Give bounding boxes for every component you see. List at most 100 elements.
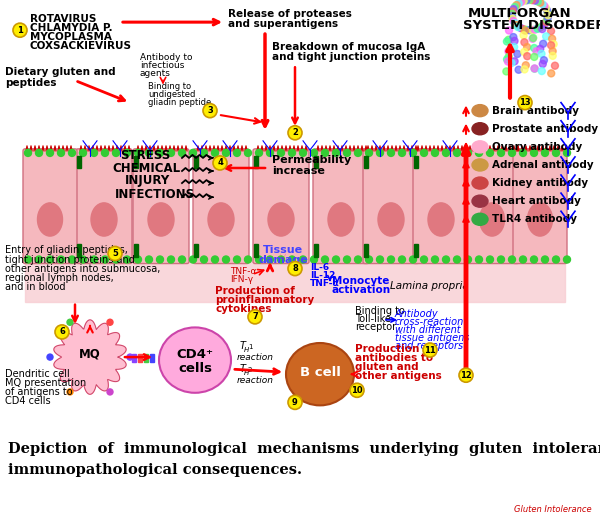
Circle shape xyxy=(520,149,527,156)
Circle shape xyxy=(179,256,185,263)
Circle shape xyxy=(421,256,427,263)
Circle shape xyxy=(529,35,536,42)
Circle shape xyxy=(511,58,518,65)
Circle shape xyxy=(190,149,197,156)
Circle shape xyxy=(517,25,524,32)
Circle shape xyxy=(532,0,539,4)
Text: 11: 11 xyxy=(424,346,436,354)
Bar xyxy=(194,156,198,168)
Circle shape xyxy=(35,256,43,263)
Text: cytokines: cytokines xyxy=(215,304,271,314)
Circle shape xyxy=(505,58,511,65)
Text: receptor: receptor xyxy=(355,322,396,332)
Circle shape xyxy=(288,395,302,409)
Circle shape xyxy=(513,2,520,9)
Text: MYCOPLASMA: MYCOPLASMA xyxy=(30,32,112,42)
Circle shape xyxy=(539,40,547,47)
Text: of antigens to: of antigens to xyxy=(5,387,73,397)
Circle shape xyxy=(531,53,538,61)
Circle shape xyxy=(179,149,185,156)
Circle shape xyxy=(311,149,317,156)
Text: CHEMICAL: CHEMICAL xyxy=(112,162,180,175)
Text: H: H xyxy=(244,347,249,353)
Circle shape xyxy=(521,27,529,34)
Circle shape xyxy=(532,26,539,33)
Text: ROTAVIRUS: ROTAVIRUS xyxy=(30,14,97,24)
Text: INFECTIONS: INFECTIONS xyxy=(115,188,195,201)
Text: Breakdown of mucosa IgA: Breakdown of mucosa IgA xyxy=(272,42,425,52)
Circle shape xyxy=(167,256,175,263)
Circle shape xyxy=(539,22,546,30)
Bar xyxy=(134,156,138,168)
Bar xyxy=(364,244,368,256)
Text: undigested: undigested xyxy=(148,90,196,98)
Circle shape xyxy=(541,21,548,27)
Circle shape xyxy=(47,256,53,263)
Circle shape xyxy=(299,149,307,156)
Text: TNF-α: TNF-α xyxy=(230,267,257,276)
Circle shape xyxy=(91,256,97,263)
Circle shape xyxy=(509,10,515,18)
Circle shape xyxy=(563,149,571,156)
Circle shape xyxy=(409,256,416,263)
Text: tissue antigens: tissue antigens xyxy=(395,333,469,343)
Circle shape xyxy=(476,256,482,263)
Text: Heart antibody: Heart antibody xyxy=(492,196,581,206)
Circle shape xyxy=(464,149,472,156)
Text: damage: damage xyxy=(258,254,308,265)
Text: infectious: infectious xyxy=(140,62,184,70)
FancyBboxPatch shape xyxy=(363,149,419,264)
Circle shape xyxy=(464,256,472,263)
Text: Tissue: Tissue xyxy=(263,246,303,255)
Circle shape xyxy=(223,149,229,156)
Text: and in blood: and in blood xyxy=(5,282,65,292)
Circle shape xyxy=(534,0,541,5)
Circle shape xyxy=(539,25,546,33)
Text: other antigens: other antigens xyxy=(355,371,442,381)
Text: COXSACKIEVIRUS: COXSACKIEVIRUS xyxy=(30,41,132,51)
Circle shape xyxy=(530,149,538,156)
Text: increase: increase xyxy=(272,166,325,176)
Circle shape xyxy=(91,149,97,156)
Circle shape xyxy=(299,256,307,263)
Text: regional lymph nodes,: regional lymph nodes, xyxy=(5,272,114,283)
Circle shape xyxy=(523,26,530,33)
Circle shape xyxy=(517,0,524,6)
FancyBboxPatch shape xyxy=(313,149,369,264)
Text: and tight junction proteins: and tight junction proteins xyxy=(272,52,430,62)
Circle shape xyxy=(398,256,406,263)
Circle shape xyxy=(509,256,515,263)
Text: 8: 8 xyxy=(292,264,298,273)
Text: MQ presentation: MQ presentation xyxy=(5,378,86,388)
Circle shape xyxy=(530,45,538,52)
Text: 5: 5 xyxy=(112,249,118,258)
Text: SYSTEM DISORDER: SYSTEM DISORDER xyxy=(463,19,600,32)
Circle shape xyxy=(549,52,556,60)
Ellipse shape xyxy=(472,105,488,117)
Circle shape xyxy=(277,149,284,156)
Circle shape xyxy=(553,149,560,156)
Bar xyxy=(77,244,81,256)
FancyBboxPatch shape xyxy=(253,149,309,264)
Ellipse shape xyxy=(527,203,553,236)
Circle shape xyxy=(520,32,527,39)
Circle shape xyxy=(35,149,43,156)
Text: reaction: reaction xyxy=(237,376,274,385)
Text: Permeability: Permeability xyxy=(272,155,351,165)
Text: activation: activation xyxy=(332,285,391,295)
Text: Lamina propria: Lamina propria xyxy=(390,281,469,291)
Circle shape xyxy=(497,149,505,156)
Text: 3: 3 xyxy=(207,106,213,115)
Ellipse shape xyxy=(472,123,488,135)
Text: Dietary gluten and: Dietary gluten and xyxy=(5,67,116,78)
Text: antibodies to: antibodies to xyxy=(355,353,433,363)
Circle shape xyxy=(454,149,461,156)
Circle shape xyxy=(365,256,373,263)
Circle shape xyxy=(248,310,262,324)
FancyBboxPatch shape xyxy=(513,149,567,264)
Circle shape xyxy=(509,8,516,15)
FancyBboxPatch shape xyxy=(465,149,519,264)
Circle shape xyxy=(537,0,544,6)
Circle shape xyxy=(509,13,515,20)
Circle shape xyxy=(539,1,546,8)
